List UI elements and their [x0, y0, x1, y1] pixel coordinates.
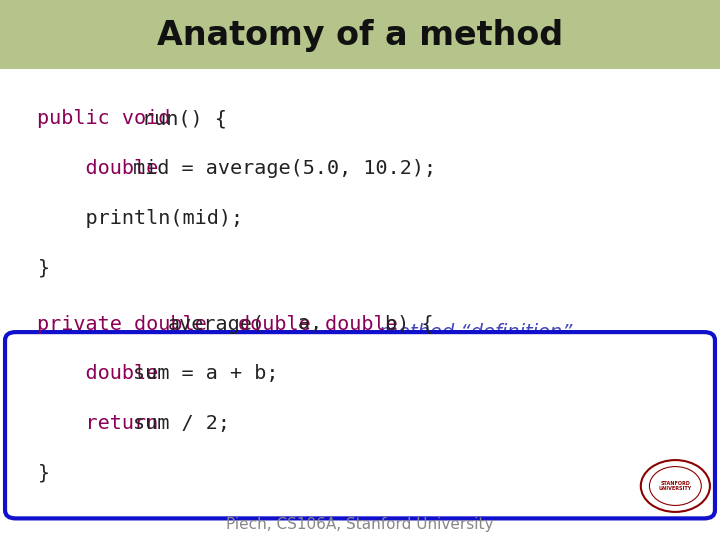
Text: }: }	[37, 258, 50, 278]
Text: double: double	[37, 364, 171, 383]
Text: double: double	[238, 314, 323, 334]
Text: sum = a + b;: sum = a + b;	[133, 364, 279, 383]
Text: b) {: b) {	[385, 314, 434, 334]
Text: private double: private double	[37, 314, 220, 334]
Text: Anatomy of a method: Anatomy of a method	[157, 18, 563, 52]
Text: double: double	[37, 159, 171, 178]
FancyBboxPatch shape	[5, 332, 715, 518]
Text: sum / 2;: sum / 2;	[133, 414, 230, 433]
Text: public void: public void	[37, 109, 183, 129]
Text: Piech, CS106A, Stanford University: Piech, CS106A, Stanford University	[226, 517, 494, 532]
Text: STANFORD
UNIVERSITY: STANFORD UNIVERSITY	[659, 481, 692, 491]
Text: a,: a,	[299, 314, 335, 334]
Text: run() {: run() {	[142, 109, 227, 129]
Text: double: double	[325, 314, 410, 334]
Text: average(: average(	[168, 314, 265, 334]
Text: println(mid);: println(mid);	[37, 208, 243, 228]
Text: method “definition”: method “definition”	[379, 322, 572, 342]
Text: return: return	[37, 414, 171, 433]
FancyBboxPatch shape	[0, 0, 720, 69]
Text: }: }	[37, 463, 50, 483]
Text: mid = average(5.0, 10.2);: mid = average(5.0, 10.2);	[133, 159, 436, 178]
